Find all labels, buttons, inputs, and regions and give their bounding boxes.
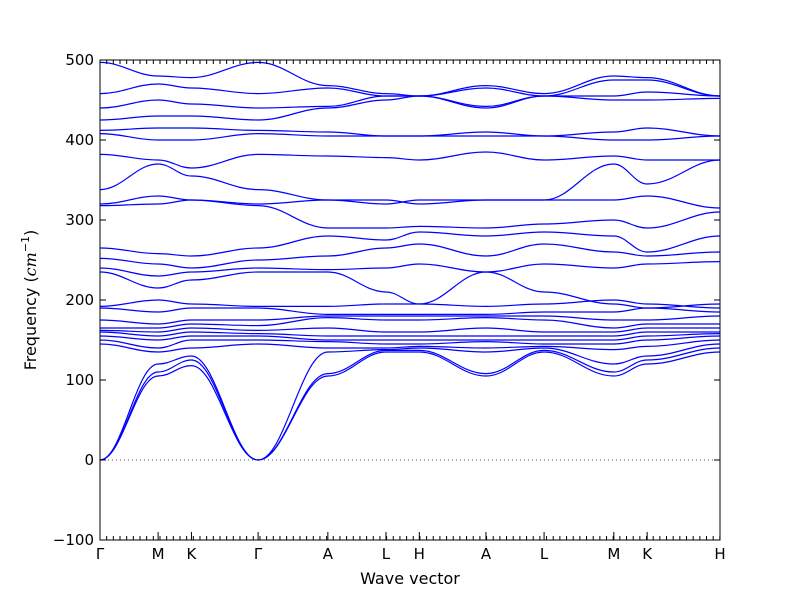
y-axis-title-text: Frequency (: [21, 276, 40, 370]
phonon-band-line: [99, 127, 721, 137]
phonon-band-line: [99, 347, 721, 461]
x-tick-label: A: [481, 545, 492, 563]
phonon-band-line: [99, 243, 721, 269]
phonon-band-line: [99, 195, 721, 209]
y-axis: −100 0 100 200 300 400 500: [53, 51, 720, 549]
phonon-band-line: [99, 327, 720, 333]
x-tick-label: Γ: [96, 545, 105, 563]
y-tick-label: 500: [65, 51, 94, 69]
phonon-band-line: [99, 61, 721, 97]
phonon-band-line: [99, 151, 720, 169]
y-axis-title-unit: cm: [21, 252, 40, 276]
phonon-band-line: [99, 339, 721, 353]
x-tick-label: K: [187, 545, 198, 563]
phonon-band-line: [99, 95, 721, 121]
phonon-band-line: [100, 316, 720, 329]
x-tick-label: H: [414, 545, 425, 563]
phonon-band-line: [99, 315, 721, 325]
y-tick-label: 400: [65, 131, 94, 149]
phonon-band-line: [99, 271, 721, 309]
x-tick-label: H: [714, 545, 725, 563]
x-tick-label: K: [642, 545, 653, 563]
y-tick-label: −100: [53, 531, 94, 549]
phonon-band-line: [99, 231, 721, 257]
x-tick-label: Γ: [254, 545, 263, 563]
plot-frame: [99, 59, 721, 541]
phonon-band-line: [99, 351, 721, 461]
y-axis-title-close: ): [21, 230, 40, 236]
phonon-band-line: [99, 331, 720, 337]
x-tick-label: M: [152, 545, 165, 563]
y-axis-title: Frequency (cm−1): [19, 230, 40, 371]
x-tick-label: L: [540, 545, 549, 563]
x-axis-title: Wave vector: [360, 569, 460, 588]
y-tick-label: 0: [84, 451, 94, 469]
phonon-band-line: [99, 299, 721, 309]
phonon-band-line: [99, 335, 721, 349]
x-tick-label: A: [323, 545, 334, 563]
x-tick-label: L: [382, 545, 391, 563]
x-minor-ticks: [99, 60, 721, 540]
phonon-band-line: [99, 261, 721, 277]
y-tick-label: 300: [65, 211, 94, 229]
phonon-band-line: [99, 307, 721, 316]
y-axis-title-exponent: −1: [19, 236, 32, 252]
phonon-band-line: [99, 79, 721, 97]
phonon-band-line: [99, 333, 721, 341]
band-lines: [99, 61, 721, 461]
y-tick-label: 200: [65, 291, 94, 309]
phonon-band-line: [99, 343, 721, 461]
x-tick-label: M: [607, 545, 620, 563]
phonon-band-line: [99, 159, 721, 205]
y-tick-label: 100: [65, 371, 94, 389]
